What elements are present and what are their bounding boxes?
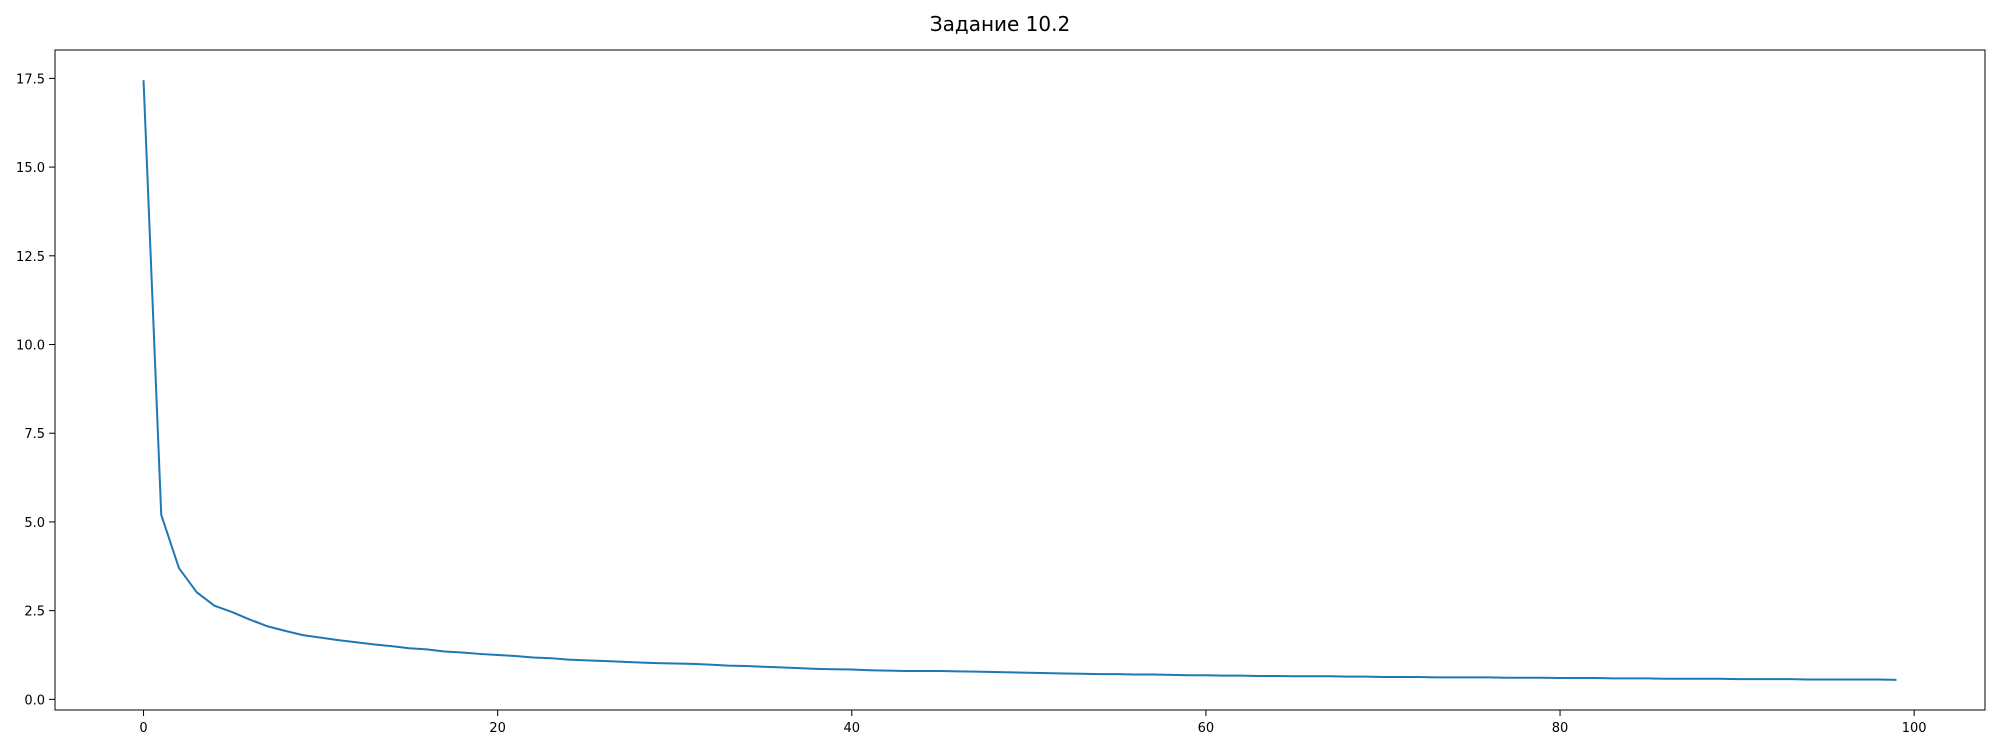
y-axis-ticks: 0.0 2.5 5.0 7.5 10.0 12.5 15.0 17.5 [16, 72, 55, 708]
y-tick-label: 7.5 [24, 427, 45, 442]
x-axis-ticks: 0 20 40 60 80 100 [139, 710, 1927, 736]
plot-area-frame [54, 49, 1986, 711]
x-tick-label: 60 [1198, 721, 1215, 736]
x-tick-label: 20 [489, 721, 506, 736]
x-tick-label: 0 [139, 721, 147, 736]
y-tick-label: 2.5 [24, 605, 45, 620]
x-tick-label: 80 [1552, 721, 1569, 736]
x-tick-label: 40 [844, 721, 861, 736]
y-tick-label: 5.0 [24, 516, 45, 531]
y-tick-label: 15.0 [16, 161, 45, 176]
chart-title: Задание 10.2 [930, 12, 1070, 36]
x-tick-label: 100 [1902, 721, 1927, 736]
y-tick-label: 17.5 [16, 72, 45, 87]
series-layer [142, 80, 1897, 681]
y-tick-label: 10.0 [16, 339, 45, 354]
y-tick-label: 0.0 [24, 693, 45, 708]
series-line [142, 80, 1897, 681]
y-tick-label: 12.5 [16, 250, 45, 265]
